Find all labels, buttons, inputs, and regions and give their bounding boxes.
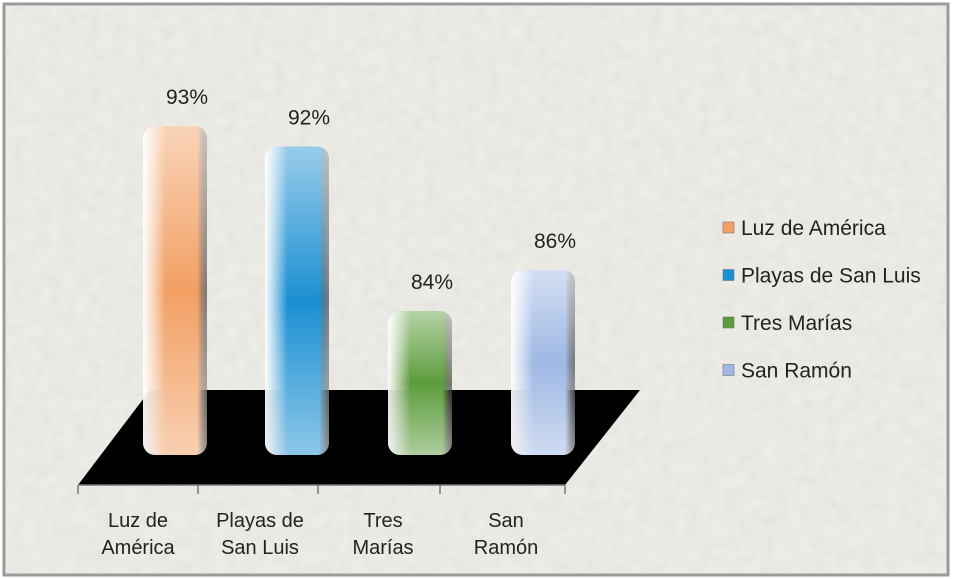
value-label: 93% bbox=[166, 86, 208, 109]
legend-swatch bbox=[722, 269, 735, 281]
floor bbox=[78, 390, 640, 485]
legend-swatch bbox=[722, 221, 735, 234]
legend-label: Playas de San Luis bbox=[741, 265, 921, 288]
bar-gloss bbox=[143, 126, 207, 455]
value-label: 84% bbox=[411, 271, 453, 294]
x-tick-label: Playas de San Luis bbox=[216, 510, 304, 559]
category-dividers bbox=[77, 484, 566, 494]
x-tick-label: Tres Marías bbox=[352, 510, 414, 559]
legend-label: Tres Marías bbox=[741, 312, 852, 335]
legend-label: San Ramón bbox=[741, 360, 852, 383]
value-label: 86% bbox=[534, 230, 576, 253]
bar-gloss bbox=[388, 311, 452, 455]
legend-swatch bbox=[722, 316, 735, 329]
bar-gloss bbox=[511, 270, 575, 455]
legend-swatch bbox=[722, 364, 735, 376]
x-tick-label: San Ramón bbox=[473, 510, 539, 559]
legend-label: Luz de América bbox=[741, 217, 886, 240]
value-label: 92% bbox=[288, 107, 330, 130]
x-tick-label: Luz de América bbox=[101, 510, 175, 559]
bar-gloss bbox=[265, 146, 329, 455]
